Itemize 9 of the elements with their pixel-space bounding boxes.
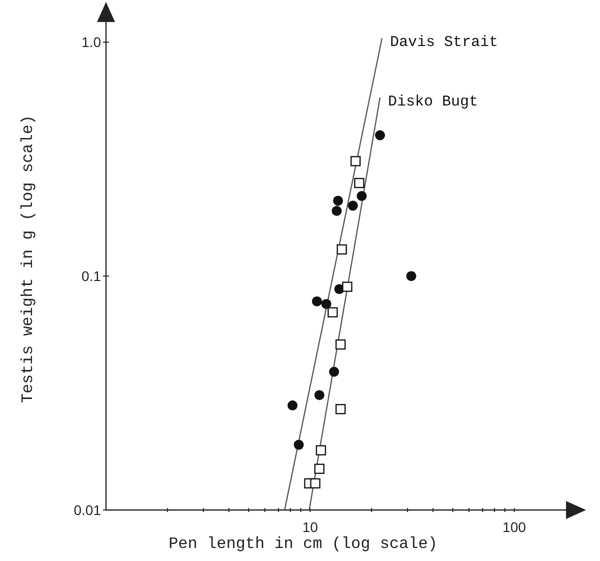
y-axis-title: Testis weight in g (log scale) <box>19 114 37 404</box>
series-label: Davis Strait <box>390 34 498 52</box>
y-tick-label: 0.1 <box>82 268 102 284</box>
x-axis-title: Pen length in cm (log scale) <box>168 535 438 553</box>
x-tick-label: 10 <box>302 519 318 535</box>
series-label: Disko Bugt <box>388 94 478 111</box>
y-tick-label: 0.01 <box>74 502 102 518</box>
x-tick-label: 100 <box>502 519 526 535</box>
y-tick-label: 1.0 <box>82 34 102 50</box>
